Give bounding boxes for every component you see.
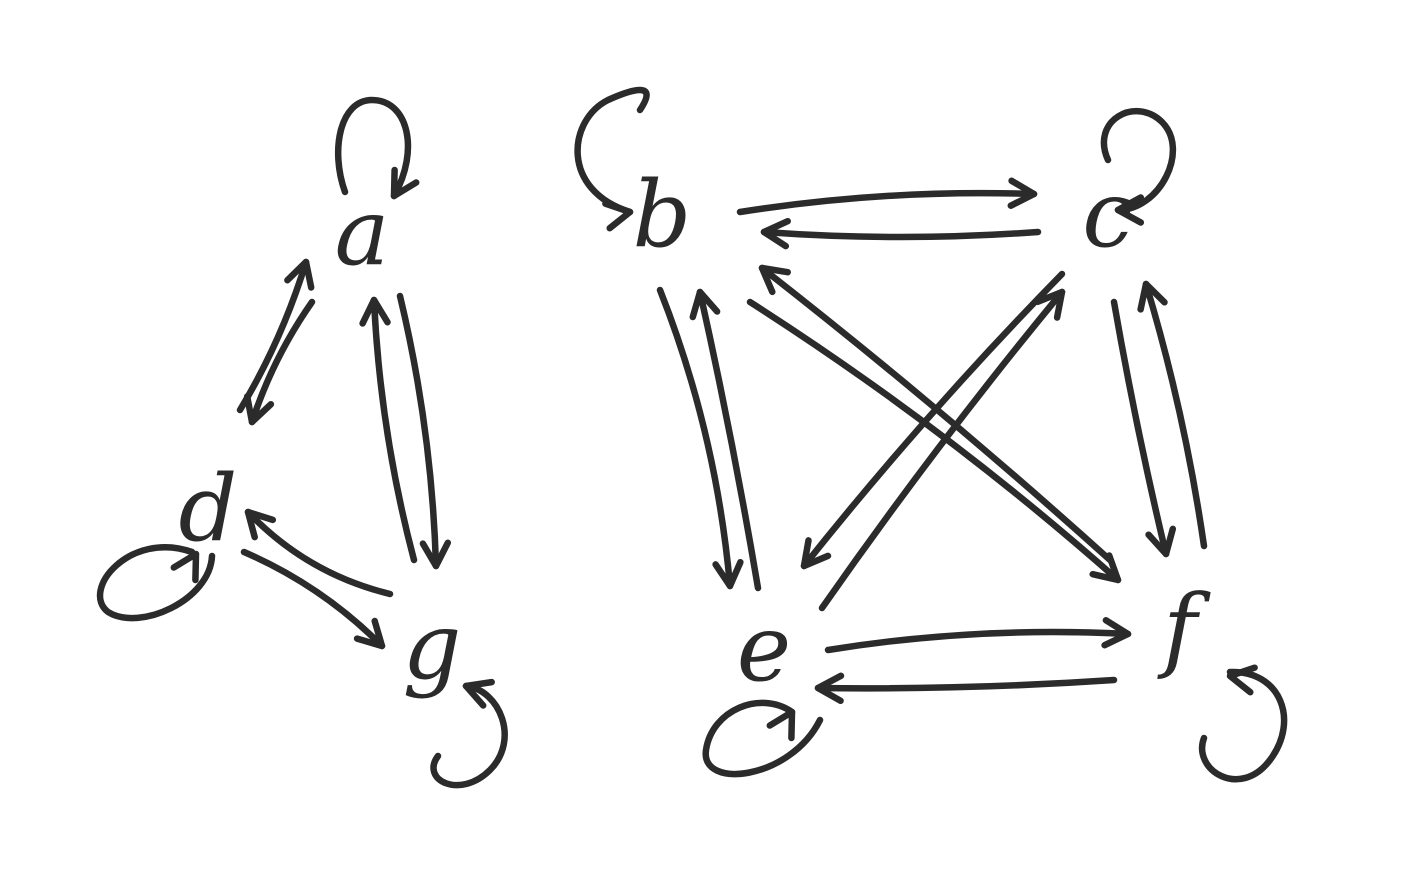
node-d: d <box>179 455 238 562</box>
arrowhead-icon <box>1101 617 1132 649</box>
edge-stroke <box>244 508 394 598</box>
edge-stroke <box>824 628 1132 654</box>
arrowhead-icon <box>1145 525 1177 558</box>
edge-c-to-f <box>1110 298 1177 558</box>
edge-stroke <box>746 298 1122 584</box>
edge-c-to-e <box>800 270 1066 570</box>
self-loop-stroke <box>96 543 216 622</box>
edge-stroke <box>248 298 316 426</box>
edge-stroke <box>1142 280 1208 550</box>
edge-stroke <box>696 288 762 592</box>
edge-stroke <box>760 228 1042 241</box>
node-c: c <box>1082 161 1134 268</box>
edge-e-to-f <box>824 617 1132 654</box>
arrowhead-icon <box>712 558 744 590</box>
edge-b-to-b <box>574 86 650 232</box>
edge-f-to-f <box>1198 664 1288 783</box>
arrowhead-icon <box>766 708 796 742</box>
arrowhead-icon <box>359 296 391 327</box>
arrowhead-icon <box>800 537 832 570</box>
arrowhead-icon <box>758 264 791 296</box>
node-a: a <box>335 179 390 286</box>
edge-a-to-g <box>396 292 452 570</box>
edge-a-to-a <box>334 96 420 200</box>
edge-d-to-a <box>236 258 315 414</box>
edge-stroke <box>656 286 734 590</box>
arrowhead-icon <box>602 200 634 232</box>
arrowhead-icon <box>814 672 845 705</box>
edge-g-to-d <box>244 508 394 598</box>
arrowhead-icon <box>1114 194 1145 226</box>
edge-stroke <box>396 292 440 570</box>
arrowhead-icon <box>390 166 420 200</box>
arrowhead-icon <box>760 217 791 250</box>
self-loop-stroke <box>1198 668 1288 783</box>
edge-stroke <box>236 258 310 414</box>
arrowhead-icon <box>1137 280 1168 313</box>
edge-e-to-e <box>702 699 824 778</box>
arrowhead-icon <box>419 539 452 570</box>
edge-stroke <box>736 189 1038 216</box>
edge-stroke <box>818 288 1066 612</box>
arrowhead-icon <box>1007 177 1038 209</box>
arrowhead-icon <box>353 617 386 650</box>
nodes-layer: a b c d e f g <box>179 161 1211 702</box>
self-loop-stroke <box>574 86 650 216</box>
edge-d-to-d <box>96 543 216 622</box>
edge-e-to-b <box>689 288 762 592</box>
node-b: b <box>633 161 692 268</box>
arrowhead-icon <box>1226 664 1258 696</box>
arrowhead-icon <box>1089 552 1122 584</box>
self-loop-stroke <box>334 96 412 200</box>
self-loop-stroke <box>702 699 824 778</box>
arrowhead-icon <box>462 678 495 709</box>
arrowhead-icon <box>244 508 277 541</box>
edge-c-to-b <box>760 217 1042 250</box>
edge-c-to-c <box>1100 108 1176 226</box>
edge-stroke <box>240 548 386 650</box>
self-loop-stroke <box>1100 108 1176 214</box>
edge-f-to-c <box>1137 280 1208 550</box>
node-e: e <box>737 595 791 702</box>
node-f: f <box>1157 575 1211 682</box>
edge-b-to-c <box>736 177 1038 216</box>
arrowhead-icon <box>170 550 200 584</box>
edge-f-to-e <box>814 672 1118 705</box>
edge-stroke <box>814 676 1118 692</box>
edge-stroke <box>370 296 418 564</box>
arrowhead-icon <box>1034 288 1066 321</box>
edge-b-to-f <box>746 298 1122 584</box>
self-loop-stroke <box>430 682 508 789</box>
edge-g-to-a <box>359 296 418 564</box>
arrowhead-icon <box>243 393 275 426</box>
edge-e-to-c <box>818 288 1066 612</box>
node-g: g <box>403 593 462 700</box>
edge-g-to-g <box>430 678 508 789</box>
edge-stroke <box>1110 298 1170 558</box>
arrowhead-icon <box>284 258 315 291</box>
edge-stroke <box>800 270 1066 570</box>
edge-b-to-e <box>656 286 744 590</box>
edge-a-to-d <box>243 298 316 426</box>
edge-d-to-g <box>240 548 386 650</box>
arrowhead-icon <box>689 288 721 321</box>
edges-layer <box>96 86 1288 789</box>
